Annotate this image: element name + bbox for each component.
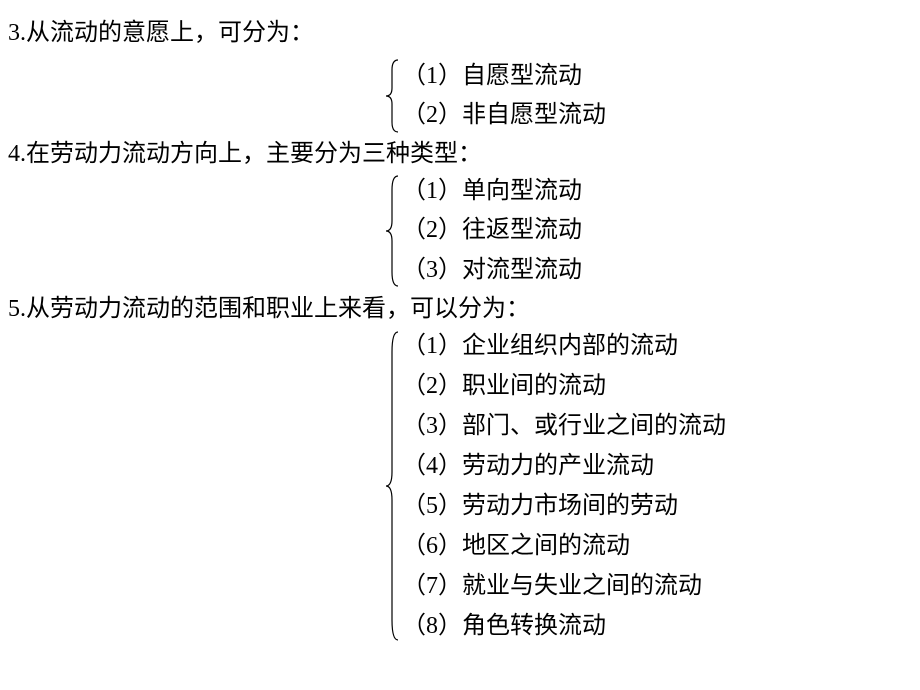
section-5-group: （1）企业组织内部的流动 （2）职业间的流动 （3）部门、或行业之间的流动 （4… (382, 326, 920, 646)
list-item: （2）职业间的流动 (402, 369, 726, 404)
section-4-heading: 4.在劳动力流动方向上，主要分为三种类型： (8, 137, 920, 172)
section-3-group: （1）自愿型流动 （2）非自愿型流动 (382, 57, 920, 135)
section-4-items: （1）单向型流动 （2）往返型流动 （3）对流型流动 (402, 172, 582, 290)
section-5-heading: 5.从劳动力流动的范围和职业上来看，可以分为： (8, 292, 920, 327)
section-4-group: （1）单向型流动 （2）往返型流动 （3）对流型流动 (382, 172, 920, 290)
document-page: 3.从流动的意愿上，可分为： （1）自愿型流动 （2）非自愿型流动 4.在劳动力… (0, 16, 920, 646)
section-5-items: （1）企业组织内部的流动 （2）职业间的流动 （3）部门、或行业之间的流动 （4… (402, 326, 726, 646)
section-3-items: （1）自愿型流动 （2）非自愿型流动 (402, 57, 606, 135)
list-item: （5）劳动力市场间的劳动 (402, 489, 726, 524)
list-item: （1）企业组织内部的流动 (402, 329, 726, 364)
list-item: （8）角色转换流动 (402, 609, 726, 644)
brace-icon (382, 326, 402, 646)
list-item: （1）单向型流动 (402, 174, 582, 209)
list-item: （3）对流型流动 (402, 253, 582, 288)
list-item: （2）往返型流动 (402, 213, 582, 248)
list-item: （7）就业与失业之间的流动 (402, 569, 726, 604)
section-3-heading: 3.从流动的意愿上，可分为： (8, 16, 920, 51)
brace-icon (382, 172, 402, 290)
list-item: （3）部门、或行业之间的流动 (402, 409, 726, 444)
list-item: （2）非自愿型流动 (402, 98, 606, 133)
list-item: （4）劳动力的产业流动 (402, 449, 726, 484)
brace-icon (382, 57, 402, 135)
list-item: （6）地区之间的流动 (402, 529, 726, 564)
list-item: （1）自愿型流动 (402, 59, 606, 94)
